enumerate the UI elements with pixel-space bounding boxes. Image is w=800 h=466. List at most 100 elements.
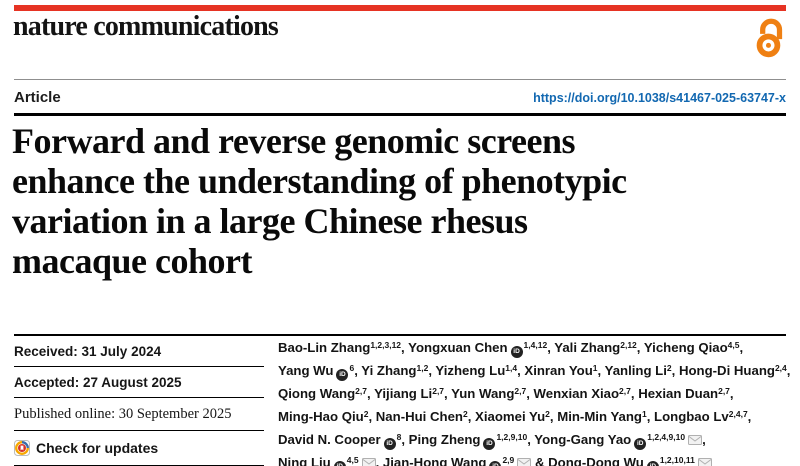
- author-name: Yang Wu: [278, 363, 334, 378]
- author: Xiaomei Yu2,: [475, 408, 558, 425]
- orcid-icon[interactable]: iD: [483, 438, 496, 450]
- author: David N. Cooper iD8,: [278, 432, 409, 450]
- author-superscript: 1,2,9,10: [496, 431, 528, 442]
- author: Yijiang Li2,7,: [374, 385, 452, 402]
- author-name: Ming-Hao Qiu: [278, 409, 364, 424]
- author-superscript: 1,2,10,11: [659, 454, 695, 465]
- brand-red-bar: [14, 5, 786, 11]
- author-superscript: 2,7: [514, 385, 527, 396]
- title-line: variation in a large Chinese rhesus: [12, 201, 528, 241]
- author-name: Xinran You: [524, 363, 593, 378]
- envelope-icon: [697, 458, 712, 466]
- author: Yongxuan Chen iD1,4,12,: [408, 340, 554, 358]
- author-superscript: 2,4,7: [728, 408, 748, 419]
- orcid-icon[interactable]: iD: [383, 438, 396, 450]
- author-superscript: 1: [641, 408, 647, 419]
- author-superscript: 4,5: [346, 454, 359, 465]
- author-name: Jian-Hong Wang: [382, 455, 487, 466]
- author: Ming-Hao Qiu2,: [278, 408, 376, 425]
- author-name: Yali Zhang: [554, 340, 621, 355]
- author-superscript: 1,2,3,12: [370, 339, 402, 350]
- envelope-icon: [361, 458, 376, 466]
- author-superscript: 1: [592, 362, 598, 373]
- envelope-icon: [517, 458, 532, 466]
- author-name: Yi Zhang: [361, 363, 417, 378]
- published-date: Published online: 30 September 2025: [14, 398, 264, 431]
- author: Longbao Lv2,4,7,: [654, 408, 752, 425]
- journal-logo: nature communications: [13, 11, 279, 42]
- envelope-icon: [688, 435, 703, 445]
- author: Yicheng Qiao4,5,: [643, 339, 744, 356]
- check-for-updates-button[interactable]: Check for updates: [14, 431, 264, 466]
- author-name: Ning Liu: [278, 455, 331, 466]
- author-name: Hexian Duan: [638, 386, 719, 401]
- orcid-icon[interactable]: iD: [333, 461, 346, 466]
- accepted-date: Accepted: 27 August 2025: [14, 367, 264, 398]
- author: Yong-Gang Yao iD1,2,4,9,10,: [534, 432, 706, 450]
- author-superscript: 4,5: [727, 339, 740, 350]
- divider: [14, 334, 786, 336]
- article-history-panel: Received: 31 July 2024 Accepted: 27 Augu…: [14, 336, 264, 466]
- author-name: Xiaomei Yu: [475, 409, 546, 424]
- author: Nan-Hui Chen2,: [375, 408, 476, 425]
- author: Yang Wu iD6,: [278, 362, 361, 381]
- doi-link[interactable]: https://doi.org/10.1038/s41467-025-63747…: [533, 91, 786, 105]
- author: Yi Zhang1,2,: [361, 362, 436, 379]
- author-name: Yijiang Li: [374, 386, 433, 401]
- author: Bao-Lin Zhang1,2,3,12,: [278, 339, 409, 356]
- check-for-updates-label: Check for updates: [36, 440, 159, 456]
- open-access-icon: [752, 16, 786, 63]
- author-name: Hong-Di Huang: [678, 363, 775, 378]
- author: Yizheng Lu1,4,: [435, 362, 525, 379]
- author: Yun Wang2,7,: [451, 385, 534, 402]
- divider: [14, 79, 786, 80]
- author: Yali Zhang2,12,: [554, 339, 644, 356]
- author: Xinran You1,: [524, 362, 605, 379]
- email-author-link[interactable]: [695, 455, 712, 466]
- author-superscript: 2: [462, 408, 468, 419]
- author-name: Ping Zheng: [408, 432, 481, 447]
- email-author-link[interactable]: [685, 432, 703, 447]
- author-name: Longbao Lv: [654, 409, 729, 424]
- author-superscript: 2: [666, 362, 672, 373]
- email-author-link[interactable]: [514, 455, 532, 466]
- author-name: Yong-Gang Yao: [534, 432, 632, 447]
- orcid-icon[interactable]: iD: [634, 438, 647, 450]
- title-line: macaque cohort: [12, 241, 252, 281]
- email-author-link[interactable]: [359, 455, 376, 466]
- author-name: Yanling Li: [604, 363, 667, 378]
- author-name: Min-Min Yang: [557, 409, 642, 424]
- author-list: Bao-Lin Zhang1,2,3,12, Yongxuan Chen iD1,…: [278, 337, 792, 466]
- author: Qiong Wang2,7,: [278, 385, 375, 402]
- title-line: Forward and reverse genomic screens: [12, 121, 576, 161]
- author-superscript: 2,7: [619, 385, 631, 396]
- author: Dong-Dong WuiD1,2,10,11: [548, 455, 712, 466]
- author-name: David N. Cooper: [278, 432, 381, 447]
- author-name: Yicheng Qiao: [643, 340, 728, 355]
- author-superscript: 1,4: [505, 362, 518, 373]
- author-superscript: 2,7: [718, 385, 730, 396]
- author-superscript: 2,12: [620, 339, 637, 350]
- orcid-icon[interactable]: iD: [336, 369, 349, 381]
- author: Ning LiuiD4,5,: [278, 455, 383, 466]
- author-superscript: 2: [363, 408, 369, 419]
- author: Min-Min Yang1,: [557, 408, 655, 425]
- author-superscript: 2,7: [432, 385, 445, 396]
- author-name: Qiong Wang: [278, 386, 356, 401]
- orcid-icon[interactable]: iD: [489, 461, 502, 466]
- author-name: Yun Wang: [451, 386, 515, 401]
- author: Hong-Di Huang2,4,: [678, 362, 791, 379]
- orcid-icon[interactable]: iD: [646, 461, 659, 466]
- crossmark-icon: [14, 440, 30, 456]
- author: Jian-Hong WangiD2,9 &: [383, 455, 548, 466]
- author-name: Bao-Lin Zhang: [278, 340, 371, 355]
- author-superscript: 2,9: [502, 454, 515, 465]
- author-superscript: 6: [349, 362, 355, 373]
- article-type-label: Article: [14, 89, 61, 106]
- author-name: Yongxuan Chen: [408, 340, 508, 355]
- author: Wenxian Xiao2,7,: [533, 385, 639, 402]
- orcid-icon[interactable]: iD: [510, 346, 523, 358]
- author-superscript: 2,4: [774, 362, 787, 373]
- author: Yanling Li2,: [604, 362, 679, 379]
- author: Hexian Duan2,7,: [638, 385, 734, 402]
